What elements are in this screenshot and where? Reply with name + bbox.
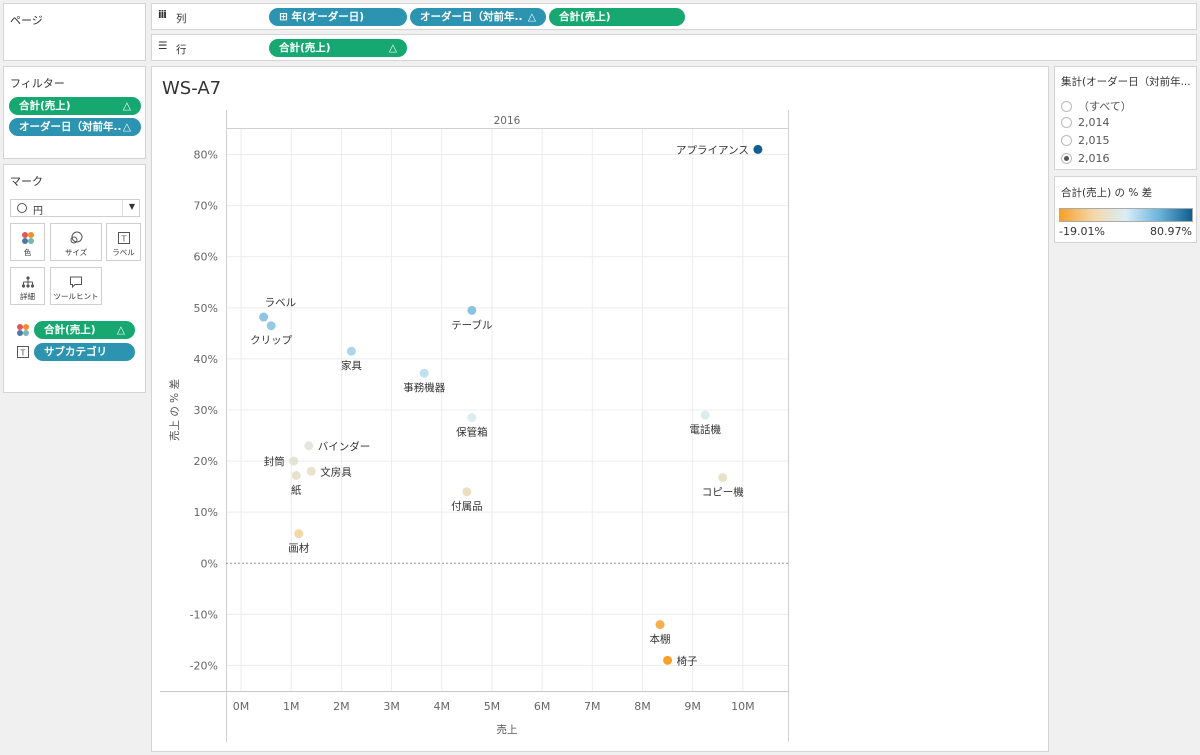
marks-panel[interactable]: マーク 円 ▼ 色 サイズ T ラベル 詳細 ツールヒント 合計(売上) △ T… [3,164,146,393]
filter-option-all[interactable]: （すべて） [1061,98,1132,114]
svg-text:T: T [20,349,26,358]
tooltip-icon [70,276,82,289]
circle-icon [17,203,27,213]
radio-icon [1061,117,1072,128]
mark-detail-button[interactable]: 詳細 [10,267,45,305]
radio-icon [1061,135,1072,146]
filter-option-all-label: （すべて） [1078,100,1132,113]
chevron-down-icon: ▼ [128,202,135,211]
marks-field-subcategory[interactable]: サブカテゴリ [34,343,135,361]
mark-label-label: ラベル [112,248,135,257]
color-dots-icon [17,324,29,336]
color-legend-max: 80.97% [1150,225,1192,238]
columns-pill-year-label: ⊞ 年(オーダー日) [279,11,365,23]
rows-shelf[interactable]: ☰ 行 合計(売上) △ [151,34,1197,61]
mark-type-label: 円 [33,206,43,217]
filter-option-2014-label: 2,014 [1078,116,1110,129]
filter-pill-sales[interactable]: 合計(売上) △ [9,97,141,115]
filter-option-2014[interactable]: 2,014 [1061,116,1110,132]
radio-icon [1061,101,1072,112]
marks-field-sales-label: 合計(売上) [44,324,96,336]
radio-selected-icon [1061,153,1072,164]
label-icon: T [17,346,29,358]
delta-icon: △ [116,324,125,336]
detail-icon [21,276,34,288]
marks-field-subcategory-label: サブカテゴリ [44,346,107,358]
pages-panel-title: ページ [10,14,43,27]
columns-icon: iii [158,9,167,21]
color-dots-icon [21,232,34,244]
rows-pill-sales[interactable]: 合計(売上) △ [269,39,407,57]
color-legend-min: -19.01% [1059,225,1105,238]
mark-tooltip-label: ツールヒント [53,292,99,301]
rows-pill-sales-label: 合計(売上) [279,42,331,54]
year-filter-card[interactable]: 集計(オーダー日（対前年... （すべて） 2,014 2,015 2,016 [1054,66,1197,170]
columns-shelf-label: 列 [176,13,187,25]
svg-text:T: T [120,235,126,244]
filter-option-2015-label: 2,015 [1078,134,1110,147]
filters-panel-title: フィルター [10,77,65,90]
dropdown-arrow-divider [122,200,123,216]
delta-icon: △ [122,100,131,112]
delta-icon: △ [388,42,397,54]
rows-icon: ☰ [158,40,168,52]
worksheet-panel[interactable]: WS-A7 [151,66,1049,752]
color-legend-title: 合計(売上) の % 差 [1061,187,1153,199]
marks-panel-title: マーク [10,175,43,188]
label-icon: T [117,232,130,244]
filter-option-2016[interactable]: 2,016 [1061,152,1110,168]
columns-shelf[interactable]: iii 列 ⊞ 年(オーダー日) オーダー日（対前年.. △ 合計(売上) [151,3,1197,30]
filter-pill-order-date[interactable]: オーダー日（対前年.. △ [9,118,141,136]
delta-icon: △ [122,121,131,133]
columns-pill-sales[interactable]: 合計(売上) [549,8,685,26]
columns-pill-order-date[interactable]: オーダー日（対前年.. △ [410,8,546,26]
pages-panel[interactable]: ページ [3,3,146,61]
year-filter-title: 集計(オーダー日（対前年... [1061,76,1191,88]
mark-label-button[interactable]: T ラベル [106,223,141,261]
filter-pill-sales-label: 合計(売上) [19,100,71,112]
filters-panel[interactable]: フィルター 合計(売上) △ オーダー日（対前年.. △ [3,66,146,159]
mark-type-dropdown[interactable]: 円 ▼ [10,199,140,217]
rows-shelf-label: 行 [176,44,187,56]
marks-field-sales[interactable]: 合計(売上) △ [34,321,135,339]
mark-tooltip-button[interactable]: ツールヒント [50,267,102,305]
mark-color-button[interactable]: 色 [10,223,45,261]
columns-pill-sales-label: 合計(売上) [559,11,611,23]
worksheet-title: WS-A7 [162,78,222,99]
size-icon [70,231,83,244]
mark-color-label: 色 [23,248,32,257]
filter-pill-order-date-label: オーダー日（対前年.. [19,121,122,133]
columns-pill-year[interactable]: ⊞ 年(オーダー日) [269,8,407,26]
mark-size-button[interactable]: サイズ [50,223,102,261]
color-legend-card[interactable]: 合計(売上) の % 差 -19.01% 80.97% [1054,176,1197,243]
mark-detail-label: 詳細 [20,292,35,301]
columns-pill-order-date-label: オーダー日（対前年.. [420,11,523,23]
delta-icon: △ [527,11,536,23]
filter-option-2016-label: 2,016 [1078,152,1110,165]
color-legend-gradient [1059,208,1193,222]
mark-size-label: サイズ [64,248,88,257]
filter-option-2015[interactable]: 2,015 [1061,134,1110,150]
